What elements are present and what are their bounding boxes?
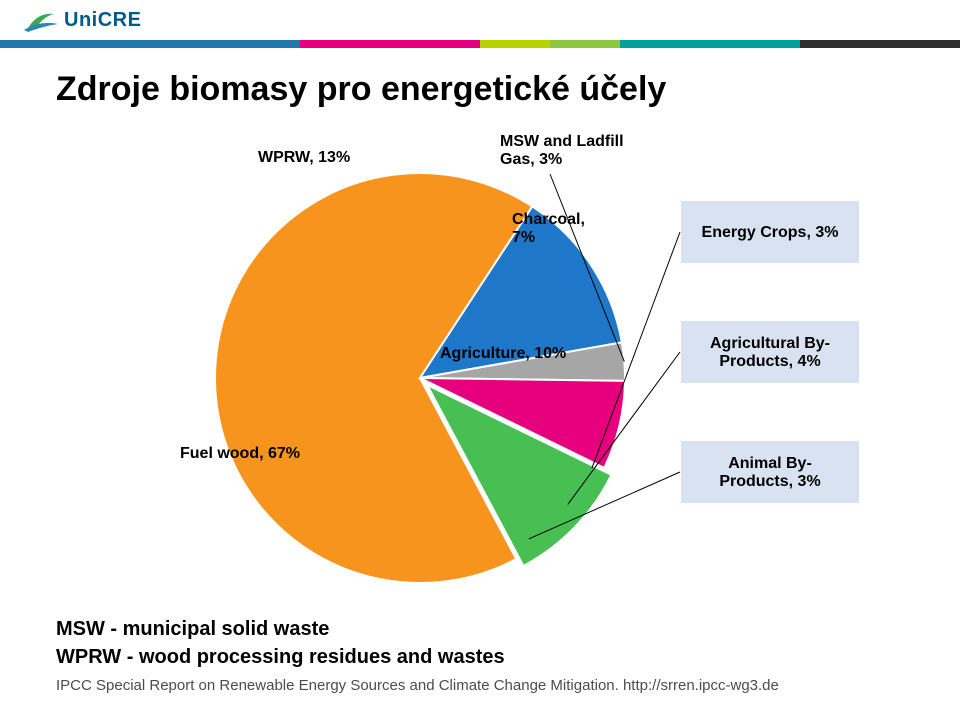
pie-chart: Fuel wood, 67% WPRW, 13% MSW and LadfillGa…	[80, 128, 880, 598]
logo-icon	[24, 6, 58, 34]
stripe-segment	[620, 40, 800, 48]
pie-svg: Fuel wood, 67% WPRW, 13% MSW and LadfillGa…	[80, 128, 880, 598]
slice-label-agriculture: Agriculture, 10%	[440, 345, 566, 362]
slice-label-wprw: WPRW, 13%	[258, 149, 350, 166]
slice-label-fuel_wood: Fuel wood, 67%	[180, 445, 300, 462]
side-box-ag_byprod	[680, 320, 860, 384]
slice-label-msw_lf: MSW and LadfillGas, 3%	[500, 133, 624, 168]
page-root: UniCRE Zdroje biomasy pro energetické úč…	[0, 0, 960, 718]
stripe-segment	[800, 40, 960, 48]
side-box-label-ag_byprod: Agricultural By-Products, 4%	[710, 335, 830, 370]
side-box-label-animal_byprod: Animal By-Products, 3%	[719, 455, 820, 490]
side-box-label-energy_crops: Energy Crops, 3%	[702, 224, 839, 241]
stripe-segment	[550, 40, 620, 48]
legend-msw: MSW - municipal solid waste	[56, 615, 920, 643]
stripe-segment	[0, 40, 300, 48]
legend-wprw: WPRW - wood processing residues and wast…	[56, 643, 920, 671]
header-stripe	[0, 40, 960, 48]
header: UniCRE	[0, 0, 960, 44]
side-box-animal_byprod	[680, 440, 860, 504]
stripe-segment	[480, 40, 550, 48]
source-line: IPCC Special Report on Renewable Energy …	[56, 677, 920, 694]
brand-name: UniCRE	[64, 9, 141, 32]
footer: MSW - municipal solid waste WPRW - wood …	[56, 615, 920, 694]
logo: UniCRE	[24, 6, 141, 34]
stripe-segment	[300, 40, 480, 48]
page-title: Zdroje biomasy pro energetické účely	[56, 70, 666, 109]
